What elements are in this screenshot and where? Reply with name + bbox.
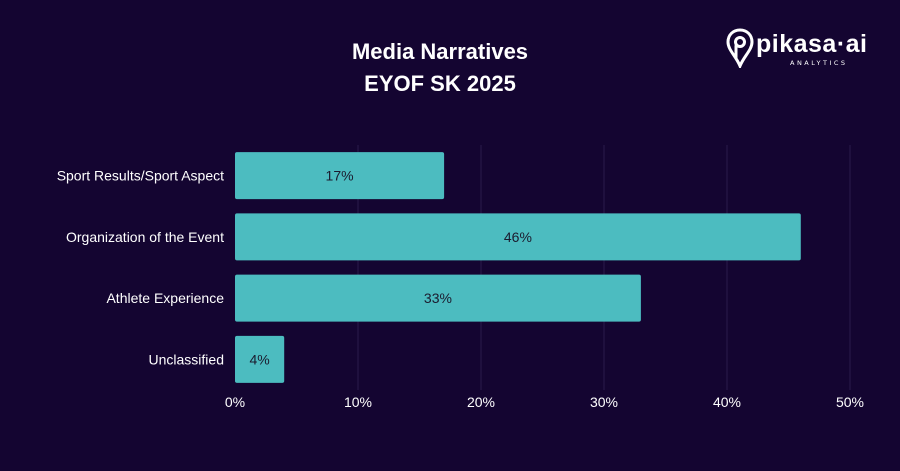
category-label: Unclassified [149, 351, 224, 367]
data-label: 4% [249, 351, 269, 367]
category-label: Athlete Experience [106, 290, 224, 306]
data-label: 33% [424, 290, 452, 306]
label-layer: 0% 10% 20% 30% 40% 50% Sport Results/Sport Asp… [57, 168, 864, 410]
bar [235, 152, 445, 200]
bar-layer [235, 152, 801, 383]
brand-tagline: ANALYTICS [790, 59, 848, 67]
data-label: 17% [326, 168, 354, 184]
data-label: 46% [504, 229, 532, 245]
chart-title: Media Narratives [351, 39, 529, 64]
brand-name: pikasa·ai [756, 30, 868, 58]
category-label: Organization of the Event [66, 229, 224, 245]
x-tick-label: 20% [467, 394, 495, 410]
bar [235, 274, 641, 322]
x-tick-label: 40% [713, 394, 741, 410]
chart-title-block: Media Narratives EYOF SK 2025 [0, 36, 880, 100]
bar [235, 213, 801, 261]
pikasa-pin-icon [726, 28, 754, 68]
x-tick-label: 30% [590, 394, 618, 410]
x-tick-label: 10% [344, 394, 372, 410]
bar [235, 335, 285, 383]
x-tick-label: 50% [836, 394, 864, 410]
chart-subtitle: EYOF SK 2025 [364, 71, 516, 96]
category-label: Sport Results/Sport Aspect [57, 168, 224, 184]
brand-logo: pikasa·ai ANALYTICS [726, 28, 876, 72]
x-tick-label: 0% [225, 394, 245, 410]
